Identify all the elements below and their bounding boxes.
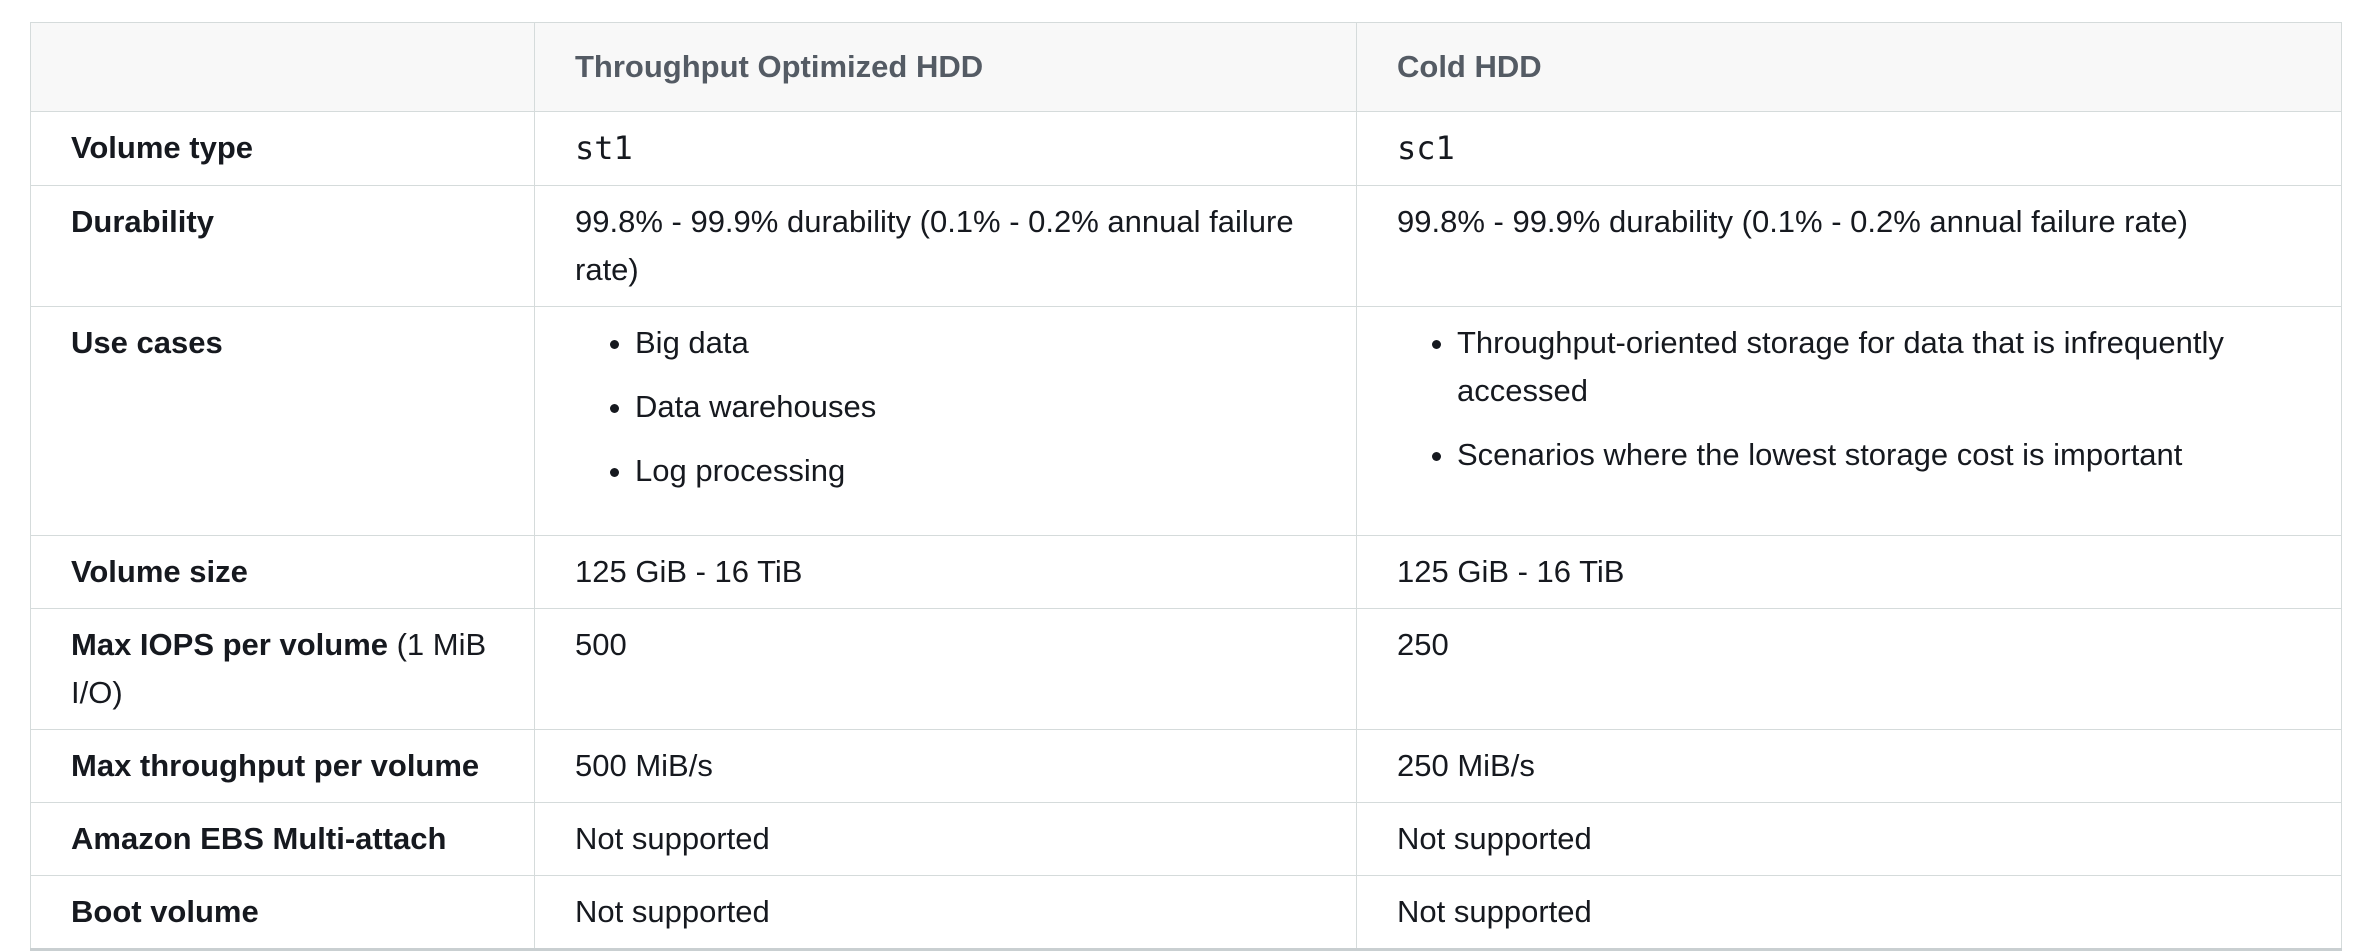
- row-use-cases: Use cases Big data Data warehouses Log p…: [30, 306, 2342, 536]
- st1-use-cases: Big data Data warehouses Log processing: [534, 306, 1357, 536]
- row-label-durability: Durability: [30, 185, 535, 307]
- row-durability: Durability 99.8% - 99.9% durability (0.1…: [30, 185, 2342, 307]
- list-item: Log processing: [635, 447, 1316, 495]
- list-item: Scenarios where the lowest storage cost …: [1457, 431, 2301, 479]
- header-corner-cell: [30, 22, 535, 112]
- row-max-iops: Max IOPS per volume (1 MiB I/O) 500 250: [30, 608, 2342, 730]
- comparison-table-container: Throughput Optimized HDD Cold HDD Volume…: [30, 22, 2342, 951]
- sc1-max-throughput: 250 MiB/s: [1356, 729, 2342, 803]
- row-label-multi-attach: Amazon EBS Multi-attach: [30, 802, 535, 876]
- row-label-volume-size: Volume size: [30, 535, 535, 609]
- sc1-use-case-list: Throughput-oriented storage for data tha…: [1397, 319, 2301, 479]
- sc1-durability: 99.8% - 99.9% durability (0.1% - 0.2% an…: [1356, 185, 2342, 307]
- row-label-use-cases: Use cases: [30, 306, 535, 536]
- st1-multi-attach: Not supported: [534, 802, 1357, 876]
- row-boot-volume: Boot volume Not supported Not supported: [30, 875, 2342, 950]
- st1-boot-volume: Not supported: [534, 875, 1357, 950]
- header-cold-hdd: Cold HDD: [1356, 22, 2342, 112]
- header-row: Throughput Optimized HDD Cold HDD: [30, 22, 2342, 112]
- sc1-boot-volume: Not supported: [1356, 875, 2342, 950]
- st1-max-iops: 500: [534, 608, 1357, 730]
- sc1-volume-size: 125 GiB - 16 TiB: [1356, 535, 2342, 609]
- row-volume-size: Volume size 125 GiB - 16 TiB 125 GiB - 1…: [30, 535, 2342, 609]
- hdd-volume-comparison-table: Throughput Optimized HDD Cold HDD Volume…: [30, 22, 2342, 951]
- list-item: Data warehouses: [635, 383, 1316, 431]
- st1-volume-size: 125 GiB - 16 TiB: [534, 535, 1357, 609]
- row-label-volume-type: Volume type: [30, 111, 535, 186]
- header-throughput-optimized-hdd: Throughput Optimized HDD: [534, 22, 1357, 112]
- st1-durability: 99.8% - 99.9% durability (0.1% - 0.2% an…: [534, 185, 1357, 307]
- st1-max-throughput: 500 MiB/s: [534, 729, 1357, 803]
- row-label-boot-volume: Boot volume: [30, 875, 535, 950]
- st1-use-case-list: Big data Data warehouses Log processing: [575, 319, 1316, 495]
- sc1-volume-type: sc1: [1356, 111, 2342, 186]
- sc1-multi-attach: Not supported: [1356, 802, 2342, 876]
- row-volume-type: Volume type st1 sc1: [30, 111, 2342, 186]
- row-max-throughput: Max throughput per volume 500 MiB/s 250 …: [30, 729, 2342, 803]
- max-iops-label-bold: Max IOPS per volume: [71, 627, 388, 662]
- list-item: Throughput-oriented storage for data tha…: [1457, 319, 2301, 415]
- max-iops-label-qualifier: (1 MiB I/O): [71, 627, 487, 710]
- st1-volume-type: st1: [534, 111, 1357, 186]
- row-label-max-throughput: Max throughput per volume: [30, 729, 535, 803]
- sc1-use-cases: Throughput-oriented storage for data tha…: [1356, 306, 2342, 536]
- sc1-code: sc1: [1397, 129, 1455, 167]
- sc1-max-iops: 250: [1356, 608, 2342, 730]
- st1-code: st1: [575, 129, 633, 167]
- row-multi-attach: Amazon EBS Multi-attach Not supported No…: [30, 802, 2342, 876]
- row-label-max-iops: Max IOPS per volume (1 MiB I/O): [30, 608, 535, 730]
- list-item: Big data: [635, 319, 1316, 367]
